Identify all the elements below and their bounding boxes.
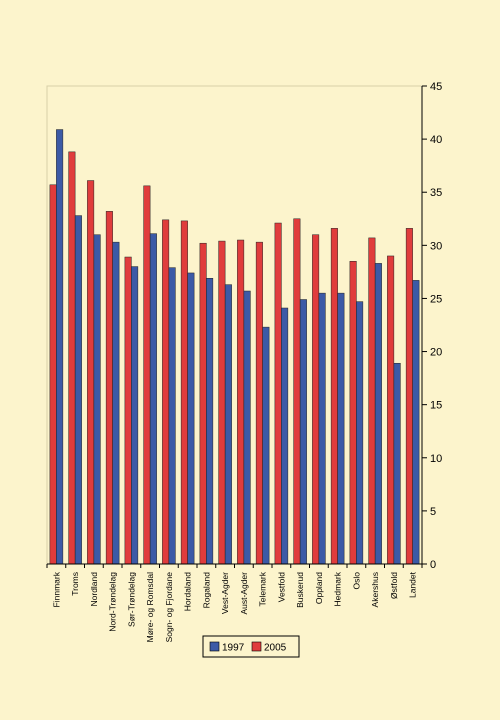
bar-1997-hedmark — [337, 292, 345, 565]
y-tick-label-25: 25 — [430, 293, 442, 305]
bar-1997-østfold — [393, 362, 401, 565]
x-category-label-buskerud: Buskerud — [295, 572, 305, 608]
bar-2005-nordland — [87, 180, 95, 565]
bar-1997-rogaland — [206, 278, 214, 565]
bar-2005-sør-trøndelag — [124, 256, 132, 565]
x-category-label-oslo: Oslo — [351, 572, 361, 590]
bar-2005-troms — [68, 151, 76, 565]
x-category-label-akershus: Akershus — [370, 572, 380, 607]
bar-1997-hordaland — [187, 272, 195, 565]
bar-2005-nord-trøndelag — [105, 211, 113, 565]
x-category-label-hedmark: Hedmark — [333, 571, 343, 606]
x-category-label-oppland: Oppland — [314, 572, 324, 604]
bar-1997-vest-agder — [224, 284, 232, 565]
bar-2005-østfold — [387, 255, 395, 565]
x-category-label-vestfold: Vestfold — [276, 572, 286, 603]
bar-2005-landet — [405, 228, 413, 565]
legend-swatch-2005 — [251, 641, 262, 652]
bar-1997-sogn-og-fjordane — [168, 267, 176, 565]
bar-1997-sør-trøndelag — [131, 266, 139, 565]
bar-2005-hordaland — [180, 220, 188, 565]
x-category-label-nordland: Nordland — [89, 572, 99, 607]
y-tick-label-20: 20 — [430, 347, 442, 359]
legend-swatch-1997 — [209, 641, 220, 652]
x-category-label-troms: Troms — [70, 572, 80, 596]
bar-2005-vestfold — [274, 222, 282, 565]
legend: 1997 2005 — [202, 635, 300, 658]
bar-2005-oslo — [349, 261, 357, 565]
legend-box — [202, 635, 300, 658]
x-category-label-sør-trøndelag: Sør-Trøndelag — [126, 572, 136, 627]
x-category-label-østfold: Østfold — [389, 572, 399, 599]
bar-1997-vestfold — [281, 307, 289, 565]
bar-1997-oppland — [318, 292, 326, 565]
bar-1997-telemark — [262, 326, 270, 565]
x-category-label-hordaland: Hordaland — [183, 572, 193, 611]
bar-2005-rogaland — [199, 242, 207, 565]
y-tick-label-5: 5 — [430, 506, 436, 518]
bar-1997-akershus — [374, 263, 382, 565]
bar-2005-møre-og-romsdal — [143, 185, 151, 565]
bar-2005-finnmark — [49, 184, 57, 565]
bar-1997-møre-og-romsdal — [149, 233, 157, 565]
plot-area — [46, 85, 423, 565]
bar-2005-aust-agder — [237, 239, 245, 565]
legend-label-2005: 2005 — [264, 643, 287, 654]
y-tick-label-0: 0 — [430, 559, 436, 571]
bar-1997-landet — [412, 280, 420, 565]
bar-1997-aust-agder — [243, 290, 251, 565]
y-tick-label-15: 15 — [430, 400, 442, 412]
bar-1997-nordland — [93, 234, 101, 565]
x-category-label-aust-agder: Aust-Agder — [239, 572, 249, 615]
x-category-label-nord-trøndelag: Nord-Trøndelag — [108, 572, 118, 632]
x-category-label-finnmark: Finnmark — [51, 571, 61, 607]
bar-1997-oslo — [356, 301, 364, 565]
bar-1997-buskerud — [299, 299, 307, 565]
x-category-label-landet: Landet — [408, 571, 418, 598]
bar-2005-telemark — [255, 241, 263, 565]
bar-2005-akershus — [368, 237, 376, 565]
legend-label-1997: 1997 — [222, 643, 245, 654]
bar-1997-finnmark — [56, 129, 64, 565]
x-category-label-vest-agder: Vest-Agder — [220, 572, 230, 614]
bar-2005-hedmark — [330, 228, 338, 565]
y-tick-label-30: 30 — [430, 240, 442, 252]
bar-2005-vest-agder — [218, 240, 226, 565]
bar-2005-oppland — [312, 234, 320, 565]
x-category-label-telemark: Telemark — [258, 571, 268, 606]
y-tick-label-45: 45 — [430, 81, 442, 93]
bar-2005-sogn-og-fjordane — [162, 219, 170, 565]
bar-1997-nord-trøndelag — [112, 241, 120, 565]
x-category-label-sogn-og-fjordane: Sogn- og Fjordane — [164, 572, 174, 643]
x-category-label-rogaland: Rogaland — [201, 572, 211, 609]
y-tick-label-35: 35 — [430, 187, 442, 199]
y-tick-label-40: 40 — [430, 134, 442, 146]
bar-1997-troms — [74, 215, 82, 565]
y-tick-label-10: 10 — [430, 453, 442, 465]
x-category-label-møre-og-romsdal: Møre- og Romsdal — [145, 572, 155, 642]
bar-2005-buskerud — [293, 218, 301, 565]
